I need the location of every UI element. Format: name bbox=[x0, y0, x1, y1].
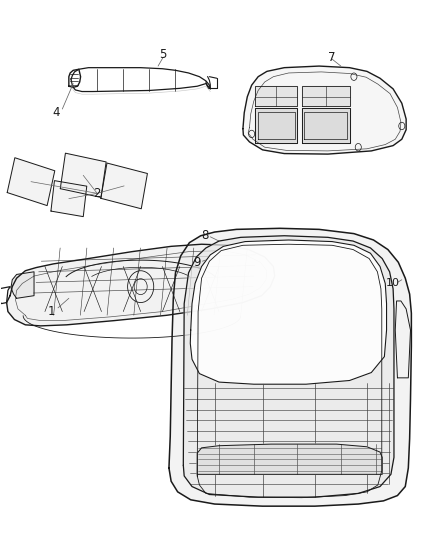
Polygon shape bbox=[302, 86, 350, 107]
Text: 5: 5 bbox=[159, 49, 167, 61]
Polygon shape bbox=[11, 272, 34, 298]
Polygon shape bbox=[7, 244, 275, 326]
Polygon shape bbox=[243, 66, 406, 154]
Polygon shape bbox=[169, 228, 411, 506]
Polygon shape bbox=[197, 444, 382, 474]
Polygon shape bbox=[254, 86, 297, 107]
Text: 8: 8 bbox=[201, 229, 209, 242]
Text: 2: 2 bbox=[93, 187, 101, 200]
Text: 1: 1 bbox=[48, 305, 55, 318]
Polygon shape bbox=[190, 240, 387, 384]
Polygon shape bbox=[60, 153, 106, 197]
Polygon shape bbox=[101, 163, 148, 209]
Polygon shape bbox=[7, 158, 55, 206]
Polygon shape bbox=[51, 181, 87, 216]
Text: 10: 10 bbox=[386, 278, 400, 288]
Text: 4: 4 bbox=[52, 106, 60, 119]
Polygon shape bbox=[254, 109, 297, 143]
Text: 9: 9 bbox=[194, 256, 201, 269]
Text: 7: 7 bbox=[328, 51, 336, 63]
Polygon shape bbox=[302, 109, 350, 143]
Polygon shape bbox=[184, 236, 394, 497]
